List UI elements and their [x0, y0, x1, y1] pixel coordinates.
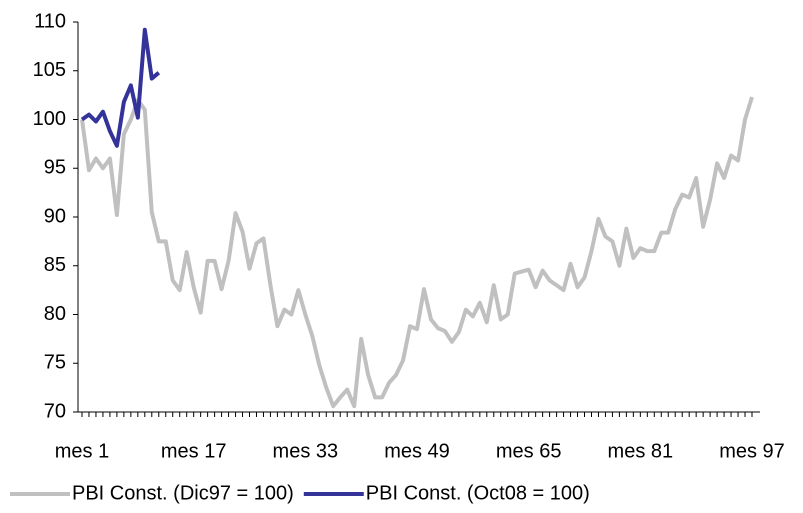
series-line — [80, 96, 754, 409]
y-tick-label: 105 — [33, 59, 66, 81]
x-tick-label: mes 81 — [608, 440, 674, 462]
y-tick-label: 75 — [44, 352, 66, 374]
x-tick-label: mes 17 — [161, 440, 227, 462]
y-tick-label: 85 — [44, 254, 66, 276]
x-tick-label: mes 49 — [384, 440, 450, 462]
y-tick-label: 90 — [44, 205, 66, 227]
x-tick-label: mes 65 — [496, 440, 562, 462]
y-tick-label: 70 — [44, 400, 66, 422]
x-tick-label: mes 33 — [273, 440, 339, 462]
y-tick-label: 100 — [33, 108, 66, 130]
x-tick-label: mes 97 — [719, 440, 785, 462]
series-line — [80, 27, 161, 148]
legend-label: PBI Const. (Dic97 = 100) — [72, 482, 294, 504]
legend-label: PBI Const. (Oct08 = 100) — [366, 482, 590, 504]
y-tick-label: 95 — [44, 157, 66, 179]
y-tick-label: 80 — [44, 303, 66, 325]
y-tick-label: 110 — [34, 10, 66, 32]
x-tick-label: mes 1 — [55, 440, 109, 462]
